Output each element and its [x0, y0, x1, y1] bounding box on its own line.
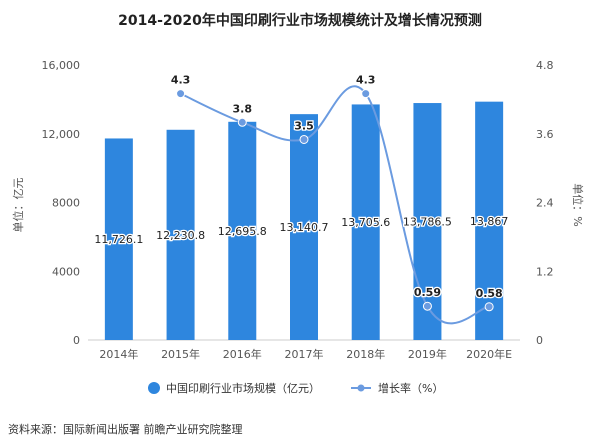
y2-tick-label: 3.6	[536, 128, 554, 141]
bar-data-label: 13,140.7	[280, 221, 329, 234]
y-tick-label: 4000	[52, 265, 80, 278]
growth-rate-point	[176, 89, 186, 99]
growth-rate-label: 0.59	[414, 286, 441, 299]
bar-data-label: 12,695.8	[218, 225, 267, 238]
growth-rate-label: 3.8	[233, 102, 253, 115]
source-note: 资料来源：国际新闻出版署 前瞻产业研究院整理	[8, 422, 243, 436]
legend-bar-marker	[148, 382, 160, 394]
growth-rate-label: 4.3	[171, 74, 191, 87]
growth-rate-point	[484, 302, 494, 312]
x-tick-label: 2020年E	[466, 347, 512, 361]
bar	[475, 101, 504, 340]
y-tick-label: 12,000	[42, 128, 81, 141]
growth-rate-point	[237, 117, 247, 127]
x-axis-ticks: 2014年 2015年 2016年 2017年 2018年 2019年 2020年E	[99, 347, 512, 361]
growth-rate-label: 3.5	[294, 119, 314, 132]
bar	[290, 114, 318, 340]
x-tick-label: 2015年	[161, 347, 200, 361]
bar-data-label: 13,786.5	[403, 216, 452, 229]
legend-bar-label: 中国印刷行业市场规模（亿元）	[166, 381, 320, 395]
y2-tick-label: 1.2	[536, 265, 554, 278]
bar	[104, 138, 133, 340]
bar-series	[104, 101, 504, 341]
line-data-labels: 4.3 3.8 3.5 4.3 0.59 0.58	[170, 72, 504, 301]
growth-rate-line	[180, 85, 490, 325]
growth-rate-label: 4.3	[356, 74, 376, 87]
growth-rate-point	[361, 89, 371, 99]
y2-tick-label: 2.4	[536, 197, 554, 210]
bar	[351, 104, 380, 340]
growth-rate-label: 0.58	[476, 287, 503, 300]
legend: 中国印刷行业市场规模（亿元） 增长率（%）	[148, 381, 443, 395]
bar-data-label: 13,867	[470, 215, 509, 228]
y2-tick-label: 4.8	[536, 59, 554, 72]
x-tick-label: 2016年	[223, 347, 262, 361]
y2-tick-label: 0	[536, 334, 543, 347]
bar-data-label: 13,705.6	[341, 216, 390, 229]
y-tick-label: 8000	[52, 197, 80, 210]
y-tick-label: 0	[73, 334, 80, 347]
legend-line-dot	[357, 384, 365, 392]
bar	[166, 129, 195, 340]
x-tick-label: 2018年	[346, 347, 385, 361]
x-tick-label: 2017年	[285, 347, 324, 361]
legend-line-label: 增长率（%）	[378, 381, 443, 395]
y-axis-ticks: 0 4000 8000 12,000 16,000	[42, 59, 81, 347]
y2-axis-label: 单位：%	[571, 183, 585, 226]
line-series	[176, 85, 494, 325]
bar-data-labels: 11,726.1 12,230.8 12,695.8 13,140.7 13,705.6…	[93, 214, 510, 248]
bar-data-label: 11,726.1	[94, 233, 143, 246]
growth-rate-point	[422, 301, 432, 311]
bar-data-label: 12,230.8	[156, 229, 205, 242]
bar	[228, 121, 257, 340]
bar	[413, 103, 442, 341]
y-tick-label: 16,000	[42, 59, 81, 72]
y2-axis-ticks: 0 1.2 2.4 3.6 4.8	[536, 59, 554, 347]
y-axis-label: 单位：亿元	[11, 178, 25, 233]
chart-title: 2014-2020年中国印刷行业市场规模统计及增长情况预测	[118, 12, 482, 29]
x-tick-label: 2014年	[99, 347, 138, 361]
growth-rate-point	[299, 134, 309, 144]
x-tick-label: 2019年	[408, 347, 447, 361]
